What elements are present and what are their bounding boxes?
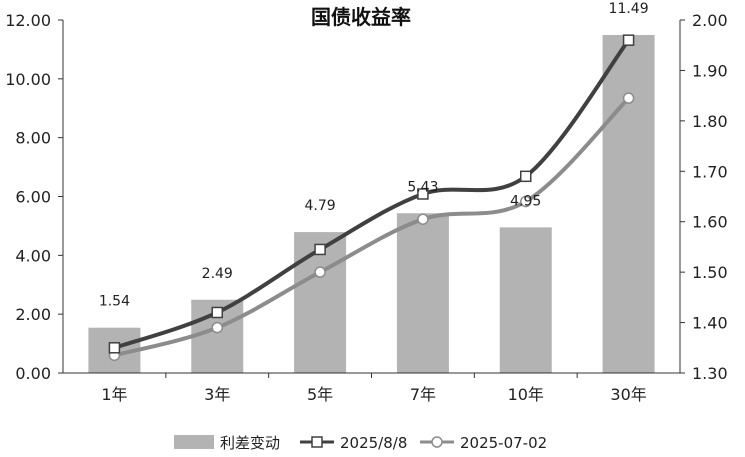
legend: 利差变动 2025/8/8 2025-07-02 [174,434,547,452]
series1-point-1 [211,306,223,319]
series1-point-5 [622,34,635,46]
left-tick-label-3: 6.00 [15,188,51,207]
bar-value-label-0: 1.54 [99,294,130,310]
x-tick-label-3: 7年 [410,385,436,404]
series1-point-3 [417,188,429,200]
x-tick-label-4: 10年 [508,385,544,404]
legend-label-series2: 2025-07-02 [460,434,547,452]
bar-value-label-1: 2.49 [202,266,233,282]
bar-2 [294,232,347,373]
series2-point-4 [520,195,532,208]
series1-point-2 [314,243,326,256]
x-tick-label-1: 3年 [204,385,230,404]
series-line-2025-07-02 [113,96,631,358]
bar-value-label-3: 5.43 [407,179,438,195]
legend-label-series1: 2025/8/8 [340,434,407,452]
legend-swatch-bar [174,435,214,449]
chart-title: 国债收益率 [311,5,411,29]
series1-point-4 [520,170,532,183]
bar-5 [602,35,655,373]
bar-3 [396,213,449,373]
series2-point-5 [622,92,635,104]
right-tick-label-4: 1.70 [692,162,728,181]
right-tick-label-7: 2.00 [692,11,728,30]
series2-point-1 [211,321,223,334]
bar-value-label-5: 11.49 [609,1,649,17]
legend-marker-series1 [311,436,323,448]
series2-point-3 [417,213,429,225]
left-tick-label-4: 8.00 [15,129,51,148]
line-series [108,34,635,362]
data-labels: 1.54 2.49 4.79 5.43 4.95 11.49 [99,1,649,310]
bar-series [88,35,655,373]
right-tick-label-1: 1.40 [692,314,728,333]
left-tick-label-0: 0.00 [15,364,51,383]
right-tick-label-6: 1.90 [692,61,728,80]
right-tick-label-3: 1.60 [692,213,728,232]
x-tick-label-0: 1年 [101,385,127,404]
series2-point-2 [314,266,326,278]
left-tick-label-1: 2.00 [15,305,51,324]
series1-point-0 [108,342,121,354]
right-tick-label-0: 1.30 [692,364,728,383]
bar-value-label-2: 4.79 [304,198,335,214]
left-tick-label-6: 12.00 [5,11,51,30]
x-tick-label-5: 30年 [610,385,646,404]
axes: 0.00 2.00 4.00 6.00 8.00 10.00 12.00 1.30 1.40 1.… [5,11,727,404]
right-tick-label-2: 1.50 [692,263,728,282]
x-tick-label-2: 5年 [307,385,333,404]
legend-marker-series2 [431,436,443,448]
legend-label-bar: 利差变动 [220,434,280,452]
bar-value-label-4: 4.95 [510,193,541,209]
left-tick-label-2: 4.00 [15,246,51,265]
bar-4 [499,227,552,373]
right-tick-label-5: 1.80 [692,112,728,131]
left-tick-label-5: 10.00 [5,70,51,89]
